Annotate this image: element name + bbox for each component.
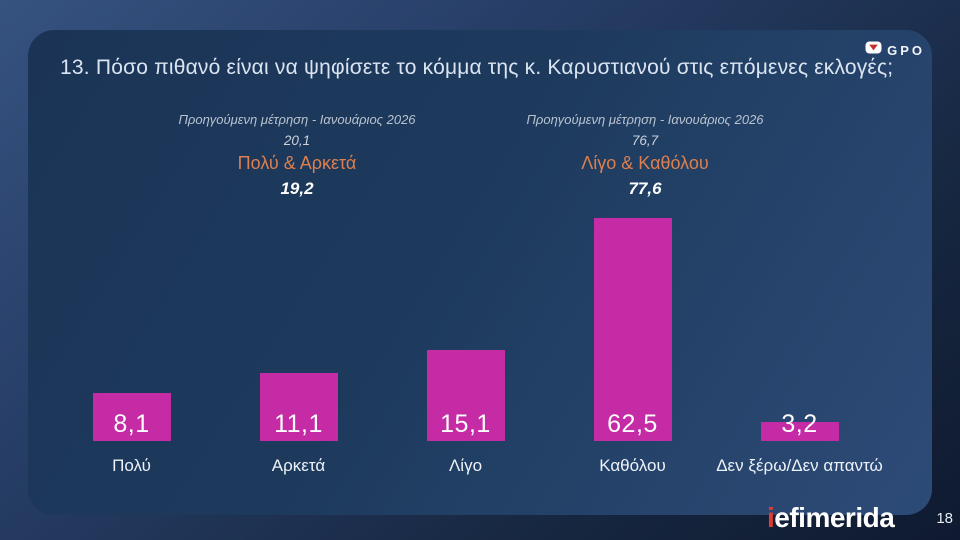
previous-survey-value: 20,1	[283, 133, 311, 148]
bar-column: 11,1	[215, 199, 382, 441]
bar	[426, 350, 505, 441]
bar	[760, 422, 839, 441]
gpo-logo-text: GPO	[887, 42, 925, 58]
bar-column: 15,1	[382, 199, 549, 441]
group-value: 19,2	[280, 179, 314, 198]
bar-column: 8,1	[48, 199, 215, 441]
previous-survey-label: Προηγούμενη μέτρηση - Ιανουάριος 2026	[178, 112, 416, 127]
bar-value-label: 3,2	[781, 410, 818, 438]
annotation-ligo-katholou: Προηγούμενη μέτρηση - Ιανουάριος 2026 76…	[475, 112, 815, 199]
group-value: 77,6	[628, 179, 662, 198]
previous-survey-value: 76,7	[631, 133, 659, 148]
category-label: Αρκετά	[271, 456, 326, 475]
bar	[259, 373, 338, 441]
group-label: Λίγο & Καθόλου	[581, 153, 709, 173]
bar-value-label: 8,1	[113, 410, 150, 438]
iefimerida-logo: iefimerida	[767, 502, 895, 534]
category-label: Καθόλου	[599, 456, 666, 475]
bar-value-label: 11,1	[274, 410, 323, 438]
gpo-logo: GPO	[865, 40, 925, 60]
gpo-check-icon	[865, 41, 882, 59]
category-label: Δεν ξέρω/Δεν απαντώ	[716, 456, 883, 475]
category-label: Πολύ	[112, 456, 151, 475]
page-number: 18	[936, 510, 953, 527]
iefimerida-logo-rest: efimerida	[774, 502, 895, 533]
category-axis: Πολύ Αρκετά Λίγο Καθόλου Δεν ξέρω/Δεν απαντώ	[48, 456, 883, 476]
bar-value-label: 15,1	[440, 410, 491, 438]
bar-column: 62,5	[549, 199, 716, 441]
bar-column: 3,2	[716, 199, 883, 441]
bar	[92, 393, 171, 441]
previous-survey-label: Προηγούμενη μέτρηση - Ιανουάριος 2026	[526, 112, 764, 127]
bar-value-label: 62,5	[607, 410, 658, 438]
annotation-poly-arketa: Προηγούμενη μέτρηση - Ιανουάριος 2026 20…	[127, 112, 467, 199]
bar-chart: 8,1 11,1 15,1 62,5 3,2	[48, 199, 883, 441]
bar	[593, 218, 672, 441]
page-title: 13. Πόσο πιθανό είναι να ψηφίσετε το κόμ…	[60, 56, 894, 79]
iefimerida-logo-i: i	[767, 502, 775, 533]
category-label: Λίγο	[448, 456, 483, 475]
group-label: Πολύ & Αρκετά	[237, 153, 357, 173]
